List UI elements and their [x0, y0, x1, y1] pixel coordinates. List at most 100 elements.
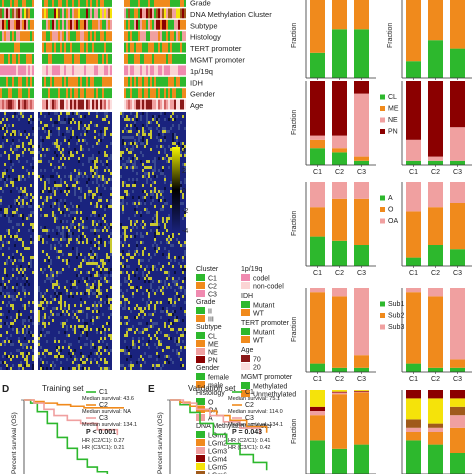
- heatmap-cell: [50, 193, 52, 196]
- heatmap-cell: [44, 214, 46, 217]
- heatmap-cell: [120, 202, 122, 205]
- heatmap-cell: [96, 256, 98, 259]
- heatmap-cell: [2, 355, 4, 358]
- x-tick-label: C1: [409, 270, 418, 277]
- track-cell: [56, 76, 58, 87]
- heatmap-cell: [178, 232, 180, 235]
- heatmap-cell: [152, 325, 154, 328]
- heatmap-cell: [150, 268, 152, 271]
- heatmap-cell: [28, 364, 30, 367]
- heatmap-cell: [78, 337, 80, 340]
- heatmap-cell: [56, 226, 58, 229]
- track-cell: [24, 42, 26, 53]
- heatmap-cell: [28, 121, 30, 124]
- heatmap-cell: [110, 274, 112, 277]
- heatmap-cell: [10, 325, 12, 328]
- heatmap-cell: [94, 304, 96, 307]
- track-cell: [98, 65, 100, 76]
- heatmap-cell: [52, 187, 54, 190]
- track-cell: [132, 19, 134, 30]
- heatmap-cell: [154, 265, 156, 268]
- heatmap-cell: [66, 226, 68, 229]
- heatmap-cell: [4, 211, 6, 214]
- track-cell: [130, 31, 132, 42]
- track-cell: [88, 8, 90, 19]
- track-cell: [26, 54, 28, 64]
- bar-segment: [406, 139, 421, 161]
- track-cell: [68, 76, 70, 87]
- bar-segment: [406, 390, 421, 399]
- heatmap-cell: [106, 199, 108, 202]
- heatmap-cell: [92, 175, 94, 178]
- heatmap-cell: [72, 133, 74, 136]
- heatmap-cell: [164, 187, 166, 190]
- heatmap-cell: [2, 241, 4, 244]
- heatmap-cell: [14, 259, 16, 262]
- heatmap-cell: [138, 253, 140, 256]
- heatmap-cell: [54, 112, 56, 115]
- track-cell: [184, 42, 186, 53]
- heatmap-cell: [122, 232, 124, 235]
- heatmap-cell: [102, 178, 104, 181]
- heatmap-cell: [140, 136, 142, 139]
- heatmap-cell: [98, 214, 100, 217]
- heatmap-cell: [144, 199, 146, 202]
- track-cell: [4, 8, 6, 19]
- heatmap-cell: [90, 346, 92, 349]
- track-cell: [126, 65, 128, 76]
- heatmap-cell: [168, 235, 170, 238]
- legend-label: CL: [388, 94, 397, 101]
- heatmap-cell: [66, 319, 68, 322]
- heatmap-cell: [84, 226, 86, 229]
- heatmap-cell: [84, 235, 86, 238]
- heatmap-cell: [60, 142, 62, 145]
- heatmap-cell: [154, 181, 156, 184]
- heatmap-cell: [24, 268, 26, 271]
- track-cell: [30, 54, 32, 64]
- heatmap-cell: [16, 208, 18, 211]
- heatmap-cell: [78, 205, 80, 208]
- track-cell: [14, 54, 16, 64]
- heatmap-cell: [46, 289, 48, 292]
- heatmap-cell: [148, 346, 150, 349]
- track-cell: [28, 8, 30, 19]
- heatmap-cell: [2, 175, 4, 178]
- track-cell: [104, 19, 106, 30]
- track-cell: [130, 54, 132, 64]
- track-cell: [180, 42, 182, 53]
- track-cell: [152, 76, 154, 87]
- track-cell: [20, 76, 22, 87]
- heatmap-cell: [78, 157, 80, 160]
- heatmap-cell: [158, 262, 160, 265]
- heatmap-cell: [128, 319, 130, 322]
- heatmap-cell: [58, 271, 60, 274]
- heatmap-cell: [130, 112, 132, 115]
- heatmap-cell: [72, 361, 74, 364]
- heatmap-cell: [54, 214, 56, 217]
- heatmap-cell: [158, 226, 160, 229]
- heatmap-cell: [2, 277, 4, 280]
- track-cell: [104, 88, 106, 99]
- heatmap-cell: [0, 343, 2, 346]
- heatmap-cell: [182, 340, 184, 343]
- heatmap-cell: [110, 286, 112, 289]
- track-cell: [88, 99, 90, 110]
- heatmap-cell: [68, 367, 70, 370]
- heatmap-cell: [66, 235, 68, 238]
- bar-segment: [310, 139, 325, 149]
- track-cell: [86, 54, 88, 64]
- heatmap-cell: [14, 178, 16, 181]
- heatmap-cell: [58, 241, 60, 244]
- heatmap-cell: [72, 295, 74, 298]
- heatmap-cell: [8, 157, 10, 160]
- heatmap-cell: [122, 112, 124, 115]
- heatmap-cell: [146, 274, 148, 277]
- heatmap-cell: [68, 307, 70, 310]
- heatmap-cell: [26, 160, 28, 163]
- heatmap-cell: [130, 229, 132, 232]
- heatmap-cell: [90, 256, 92, 259]
- heatmap-cell: [80, 352, 82, 355]
- bar-chart-panel: C1 C2 C3: [401, 182, 472, 277]
- track-cell: [142, 31, 144, 42]
